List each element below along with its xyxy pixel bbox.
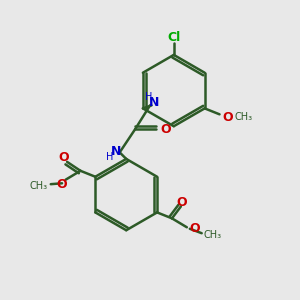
Text: H: H bbox=[145, 92, 152, 102]
Text: O: O bbox=[190, 222, 200, 235]
Text: O: O bbox=[160, 123, 171, 136]
Text: O: O bbox=[59, 151, 69, 164]
Text: N: N bbox=[149, 96, 160, 109]
Text: O: O bbox=[57, 178, 68, 191]
Text: CH₃: CH₃ bbox=[30, 181, 48, 191]
Text: O: O bbox=[223, 111, 233, 124]
Text: H: H bbox=[106, 152, 114, 162]
Text: N: N bbox=[111, 145, 121, 158]
Text: O: O bbox=[176, 196, 187, 208]
Text: Cl: Cl bbox=[167, 31, 180, 44]
Text: CH₃: CH₃ bbox=[203, 230, 221, 240]
Text: CH₃: CH₃ bbox=[234, 112, 253, 122]
